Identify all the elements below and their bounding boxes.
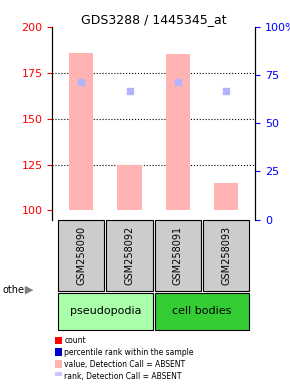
Bar [55, 337, 62, 344]
Text: GSM258090: GSM258090 [76, 226, 86, 285]
Text: value, Detection Call = ABSENT: value, Detection Call = ABSENT [64, 360, 185, 369]
Text: GSM258092: GSM258092 [124, 226, 135, 285]
Text: GSM258091: GSM258091 [173, 226, 183, 285]
Bar [117, 165, 142, 210]
Text: other: other [3, 285, 29, 295]
Text: rank, Detection Call = ABSENT: rank, Detection Call = ABSENT [64, 372, 182, 381]
Text: count: count [64, 336, 86, 345]
Bar [166, 55, 190, 210]
Bar [55, 349, 62, 356]
FancyBboxPatch shape [58, 293, 153, 330]
Text: percentile rank within the sample: percentile rank within the sample [64, 348, 194, 357]
FancyBboxPatch shape [155, 220, 201, 291]
Text: GSM258093: GSM258093 [221, 226, 231, 285]
FancyBboxPatch shape [203, 220, 249, 291]
Text: cell bodies: cell bodies [172, 306, 232, 316]
Text: pseudopodia: pseudopodia [70, 306, 141, 316]
Bar [55, 372, 62, 380]
FancyBboxPatch shape [106, 220, 153, 291]
Text: ▶: ▶ [25, 285, 33, 295]
Title: GDS3288 / 1445345_at: GDS3288 / 1445345_at [81, 13, 226, 26]
Bar [69, 53, 93, 210]
Bar [214, 183, 238, 210]
FancyBboxPatch shape [58, 220, 104, 291]
Bar [55, 360, 62, 368]
FancyBboxPatch shape [155, 293, 249, 330]
